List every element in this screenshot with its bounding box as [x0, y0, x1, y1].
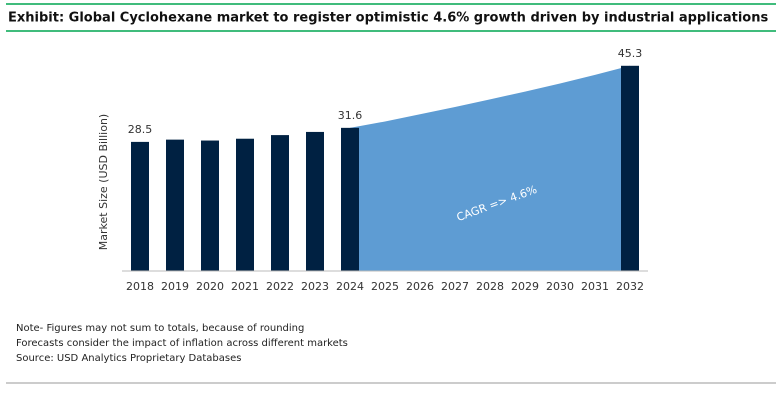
bar	[621, 65, 639, 271]
x-tick-label: 2026	[406, 280, 434, 293]
x-tick-label: 2030	[546, 280, 574, 293]
x-tick-label: 2021	[231, 280, 259, 293]
bar	[166, 139, 184, 271]
bar	[236, 138, 254, 271]
bar	[131, 141, 149, 271]
area	[350, 65, 630, 271]
y-axis-label: Market Size (USD Billion)	[97, 114, 110, 250]
note: Note- Figures may not sum to totals, bec…	[16, 323, 304, 334]
notes: Note- Figures may not sum to totals, bec…	[16, 323, 348, 364]
x-tick-label: 2027	[441, 280, 469, 293]
x-tick-label: 2019	[161, 280, 189, 293]
x-tick-label: 2025	[371, 280, 399, 293]
note: Source: USD Analytics Proprietary Databa…	[16, 353, 241, 364]
x-tick-label: 2020	[196, 280, 224, 293]
value-label: 31.6	[338, 109, 363, 122]
bar	[201, 140, 219, 271]
note: Forecasts consider the impact of inflati…	[16, 338, 348, 349]
x-tick-label: 2024	[336, 280, 364, 293]
chart-title: Exhibit: Global Cyclohexane market to re…	[8, 11, 768, 26]
bar	[271, 135, 289, 271]
bar	[341, 127, 359, 272]
bar	[306, 131, 324, 271]
x-tick-label: 2028	[476, 280, 504, 293]
x-tick-label: 2031	[581, 280, 609, 293]
value-label: 28.5	[128, 123, 153, 136]
x-tick-label: 2029	[511, 280, 539, 293]
x-tick-label: 2032	[616, 280, 644, 293]
x-tick-label: 2023	[301, 280, 329, 293]
x-tick-label: 2018	[126, 280, 154, 293]
x-tick-label: 2022	[266, 280, 294, 293]
value-label: 45.3	[618, 47, 643, 60]
